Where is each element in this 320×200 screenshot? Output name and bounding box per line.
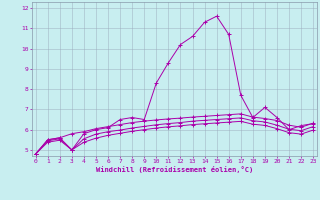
X-axis label: Windchill (Refroidissement éolien,°C): Windchill (Refroidissement éolien,°C) <box>96 166 253 173</box>
